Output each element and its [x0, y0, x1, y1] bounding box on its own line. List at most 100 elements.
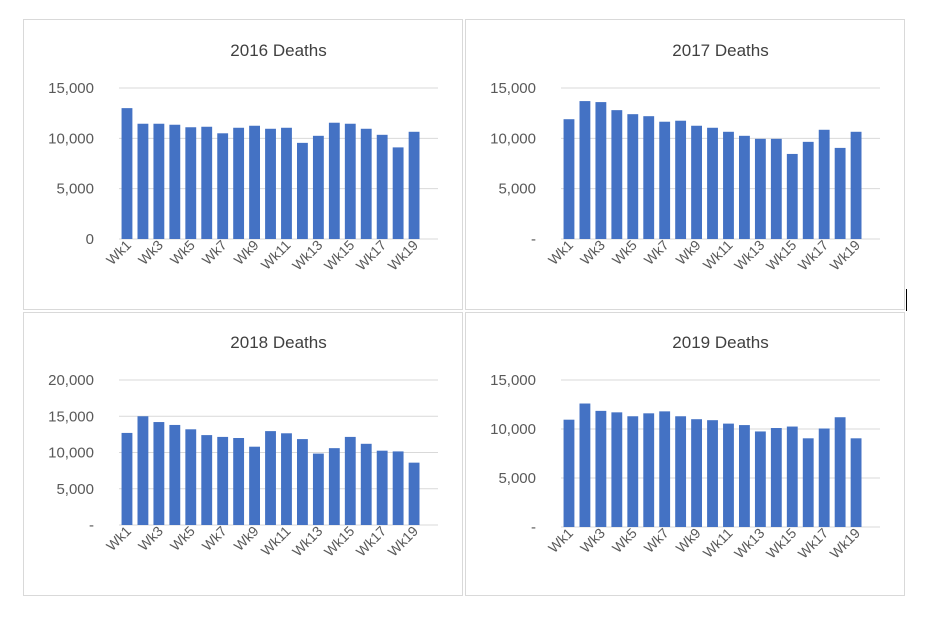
2018-deaths-bar-wk16	[360, 443, 372, 525]
2019-deaths-bar-wk13	[754, 431, 766, 527]
2019-deaths-x-tick-label: Wk19	[827, 525, 864, 562]
2018-deaths-y-tick-label: 10,000	[48, 445, 94, 462]
2019-deaths-bar-wk7	[659, 411, 671, 527]
2016-deaths-x-tick-label: Wk13	[289, 237, 326, 274]
2019-deaths-bar-wk12	[739, 425, 750, 527]
2019-deaths-bar-wk8	[675, 416, 687, 527]
2017-deaths-bar-wk19	[850, 131, 862, 239]
2019-deaths-bar-wk1	[563, 419, 575, 527]
2018-deaths-bar-wk2	[137, 416, 149, 525]
2018-deaths-bar-wk19	[408, 462, 420, 525]
2017-deaths-bar-wk4	[611, 110, 623, 239]
2017-deaths-x-tick-label: Wk11	[700, 237, 736, 273]
2016-deaths-bar-wk2	[137, 123, 149, 239]
2017-deaths-x-tick-label: Wk15	[763, 237, 800, 274]
2016-deaths-y-tick-label: 5,000	[56, 181, 94, 198]
2016-deaths-y-tick-label: 10,000	[48, 130, 94, 147]
chart-panel-2017: 2017 Deaths -5,000 10,000 15,000 Wk1 Wk3 Wk5 Wk…	[465, 19, 905, 310]
2016-deaths-bar-wk6	[201, 126, 213, 239]
2019-deaths-bar-wk14	[770, 428, 782, 527]
2017-deaths-y-tick-label: -	[531, 231, 536, 248]
2019-deaths-x-tick-label: Wk1	[545, 525, 576, 556]
2016-deaths-x-tick-label: Wk19	[385, 237, 422, 274]
2016-deaths-bar-wk12	[297, 142, 308, 239]
2018-deaths-y-tick-label: -	[89, 517, 94, 534]
2018-deaths-x-tick-label: Wk3	[135, 523, 166, 554]
2018-deaths-bar-wk3	[153, 422, 165, 525]
2019-deaths-y-tick-label: 10,000	[490, 421, 536, 438]
2018-deaths-bar-wk9	[249, 446, 260, 525]
2016-deaths-bar-wk11	[281, 127, 292, 239]
2018-deaths-x-tick-label: Wk13	[289, 523, 326, 560]
2018-deaths-x-tick-label: Wk5	[167, 523, 198, 554]
2018-deaths-bar-wk10	[265, 431, 276, 525]
text-cursor	[906, 289, 907, 311]
2016-deaths-bar-wk18	[392, 147, 404, 239]
2016-deaths-bar-wk4	[169, 124, 181, 239]
2019-deaths-x-tick-label: Wk15	[763, 525, 800, 562]
2016-deaths-bar-wk16	[360, 128, 372, 239]
2016-deaths-x-tick-label: Wk1	[103, 237, 134, 268]
2018-deaths-bar-wk17	[376, 450, 388, 525]
2017-deaths-bar-wk5	[627, 114, 639, 239]
2018-deaths-bar-wk12	[297, 439, 308, 525]
2018-deaths-bar-wk15	[344, 436, 356, 525]
2019-deaths-bar-wk11	[723, 423, 734, 527]
2018-deaths-bar-wk13	[312, 453, 324, 525]
2016-deaths-bar-wk10	[265, 128, 276, 239]
2018-deaths-bar-wk7	[217, 436, 229, 525]
2019-deaths-title: 2019 Deaths	[672, 333, 768, 352]
2017-deaths-y-tick-label: 15,000	[490, 80, 536, 97]
2018-deaths-x-tick-label: Wk15	[321, 523, 358, 560]
2018-deaths-x-tick-label: Wk11	[258, 523, 294, 559]
2017-deaths-bar-wk9	[691, 125, 702, 239]
2016-deaths-bar-wk5	[185, 127, 197, 239]
2017-deaths-bar-wk8	[675, 120, 687, 239]
2019-deaths-bar-wk3	[595, 410, 607, 527]
2017-deaths-bar-wk7	[659, 121, 671, 239]
chart-panel-2018: 2018 Deaths -5,000 10,000 15,000 20,000 Wk1 Wk…	[23, 312, 463, 596]
2017-deaths-x-tick-label: Wk19	[827, 237, 864, 274]
2017-deaths-title: 2017 Deaths	[672, 41, 768, 60]
2018-deaths-x-tick-label: Wk9	[231, 523, 262, 554]
2017-deaths-bar-wk10	[707, 127, 718, 239]
2019-deaths-bar-wk15	[786, 426, 798, 527]
2019-deaths-bar-wk9	[691, 419, 702, 527]
2017-deaths-x-tick-label: Wk3	[577, 237, 608, 268]
2019-deaths-bar-wk2	[579, 403, 591, 527]
2019-deaths-bar-wk10	[707, 420, 718, 527]
2017-deaths-y-tick-label: 5,000	[498, 181, 536, 198]
2016-deaths-bar-wk17	[376, 134, 388, 239]
2019-deaths-bar-wk16	[802, 438, 814, 527]
2016-deaths-bar-wk8	[233, 127, 245, 239]
2018-deaths-x-tick-label: Wk1	[103, 523, 134, 554]
2019-deaths-x-tick-label: Wk5	[609, 525, 640, 556]
2019-deaths-x-tick-label: Wk13	[731, 525, 768, 562]
2018-deaths-bar-wk11	[281, 433, 292, 525]
2018-deaths-bar-wk8	[233, 438, 245, 525]
2017-deaths-bar-wk12	[739, 135, 750, 239]
2017-deaths-y-tick-label: 10,000	[490, 130, 536, 147]
2017-deaths-x-tick-label: Wk7	[641, 237, 672, 268]
2016-deaths-x-tick-label: Wk7	[199, 237, 230, 268]
2016-deaths-y-tick-label: 0	[86, 231, 94, 248]
2018-deaths-bar-wk18	[392, 451, 404, 525]
2016-deaths-y-tick-label: 15,000	[48, 80, 94, 97]
2019-deaths-x-tick-label: Wk17	[795, 525, 832, 562]
2018-deaths-x-tick-label: Wk7	[199, 523, 230, 554]
2016-deaths-x-tick-label: Wk5	[167, 237, 198, 268]
2018-deaths-x-tick-label: Wk19	[385, 523, 422, 560]
2019-deaths-bar-wk17	[818, 428, 830, 527]
2016-deaths-x-tick-label: Wk15	[321, 237, 358, 274]
2017-deaths-bar-wk18	[834, 147, 846, 239]
2016-deaths-x-tick-label: Wk17	[353, 237, 390, 274]
2018-deaths-bar-wk14	[328, 448, 340, 525]
2018-deaths-x-tick-label: Wk17	[353, 523, 390, 560]
2016-deaths-bar-wk9	[249, 125, 260, 239]
2019-deaths-x-tick-label: Wk9	[673, 525, 704, 556]
2019-deaths-y-tick-label: 5,000	[498, 470, 536, 487]
